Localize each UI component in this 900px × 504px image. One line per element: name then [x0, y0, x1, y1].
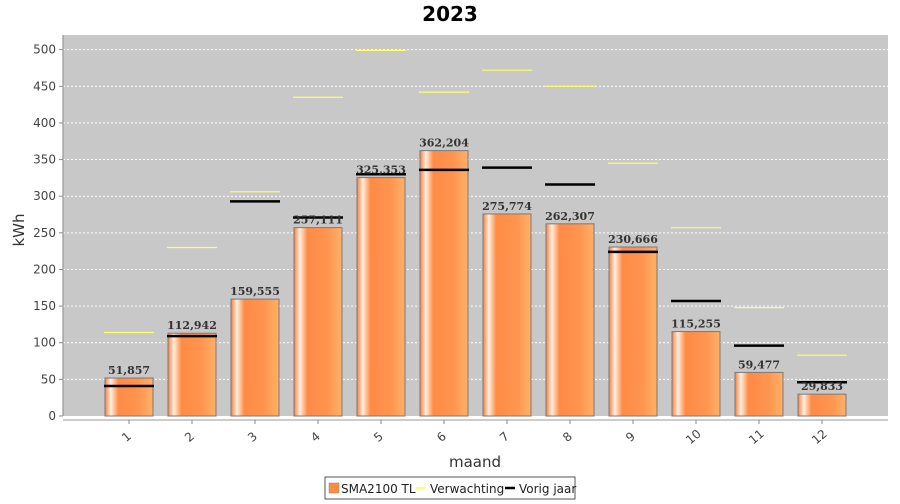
- legend-label-bar: SMA2100 TL: [341, 482, 416, 496]
- bar: [104, 377, 154, 417]
- legend-label-expected: Verwachting: [430, 482, 504, 496]
- x-tick-label: 6: [434, 429, 449, 445]
- bar: [293, 227, 343, 417]
- y-tick-label: 300: [33, 189, 56, 203]
- data-label: 115,255: [671, 318, 721, 331]
- y-tick-label: 250: [33, 226, 56, 240]
- data-label: 59,477: [738, 358, 780, 371]
- bar: [608, 246, 658, 417]
- x-tick-label: 5: [371, 429, 386, 445]
- bar: [545, 223, 595, 417]
- legend-label-previous-year: Vorig jaar: [519, 482, 576, 496]
- x-tick-label: 4: [308, 429, 323, 445]
- data-label: 325,353: [356, 164, 406, 177]
- x-tick-label: 12: [809, 427, 830, 448]
- data-labels: 51,857 112,942 159,555 257,111 325,353 362,20…: [108, 137, 843, 394]
- x-tick-label: 8: [560, 429, 575, 445]
- chart-title: 2023: [422, 2, 478, 26]
- legend-swatch-bar: [328, 482, 340, 494]
- x-tick-label: 11: [746, 427, 767, 448]
- x-tick-label: 3: [245, 429, 260, 445]
- legend-box: [324, 476, 576, 500]
- bar: [482, 213, 532, 417]
- data-label: 112,942: [167, 319, 217, 332]
- y-tick-label: 150: [33, 299, 56, 313]
- x-tick-label: 2: [182, 429, 197, 445]
- y-tick-label: 450: [33, 79, 56, 93]
- y-tick-label: 400: [33, 116, 56, 130]
- bars: [104, 150, 847, 417]
- x-tick-label: 10: [683, 427, 704, 448]
- y-axis-title: kWh: [10, 213, 28, 246]
- bar: [797, 393, 847, 417]
- bar: [356, 177, 406, 417]
- x-axis: 1 2 3 4 5 6 7 8 9 10 11 12: [63, 419, 888, 448]
- bar: [671, 331, 721, 417]
- legend: SMA2100 TL Verwachting Vorig jaar: [324, 476, 576, 500]
- x-axis-title: maand: [449, 453, 501, 471]
- y-tick-label: 500: [33, 43, 56, 57]
- y-tick-label: 0: [48, 409, 56, 423]
- y-tick-label: 50: [41, 372, 56, 386]
- data-label: 159,555: [230, 285, 280, 298]
- data-label: 230,666: [608, 233, 658, 246]
- x-tick-label: 9: [623, 429, 638, 445]
- data-label: 262,307: [545, 210, 595, 223]
- y-axis: 0 50 100 150 200 250 300 350 400 450 500: [33, 35, 64, 423]
- y-tick-label: 200: [33, 262, 56, 276]
- level-markers: [104, 49, 847, 388]
- y-tick-label: 100: [33, 336, 56, 350]
- bar: [230, 298, 280, 417]
- y-tick-label: 350: [33, 153, 56, 167]
- bar: [734, 371, 784, 417]
- data-label: 29,833: [801, 380, 843, 393]
- bar: [419, 150, 469, 417]
- x-tick-label: 7: [497, 429, 512, 445]
- data-label: 362,204: [419, 137, 469, 150]
- bar: [167, 332, 217, 417]
- data-label: 275,774: [482, 200, 532, 213]
- data-label: 257,111: [293, 214, 343, 227]
- data-label: 51,857: [108, 364, 150, 377]
- x-tick-label: 1: [119, 429, 134, 445]
